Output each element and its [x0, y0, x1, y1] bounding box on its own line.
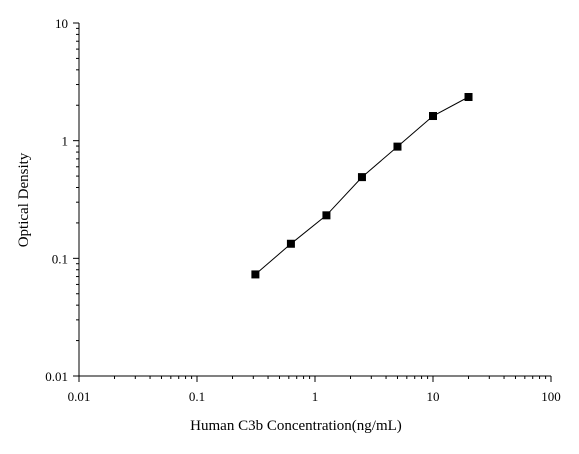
y-tick-label: 0.1 [52, 251, 68, 266]
x-tick-label: 100 [541, 389, 561, 404]
y-tick-label: 1 [62, 134, 69, 149]
x-tick-label: 0.01 [68, 389, 91, 404]
data-point [322, 211, 331, 220]
x-axis-title: Human C3b Concentration(ng/mL) [190, 418, 402, 434]
x-tick-label: 10 [427, 389, 440, 404]
data-point [464, 93, 473, 102]
y-tick-label: 0.01 [45, 369, 68, 384]
series-line [255, 96, 469, 275]
x-tick-label: 1 [312, 389, 319, 404]
data-point [357, 173, 366, 182]
data-points [251, 93, 473, 279]
axes [78, 23, 551, 377]
y-tick-label: 10 [55, 16, 68, 31]
data-point [393, 142, 402, 151]
data-point [286, 239, 295, 248]
ticks [73, 22, 552, 382]
x-tick-label: 0.1 [189, 389, 205, 404]
data-point [429, 112, 437, 121]
tick-labels: 0.01 0.1 1 10 100 0.01 0.1 1 10 [45, 16, 561, 404]
y-axis-title: Optical Density [16, 152, 32, 247]
data-point [251, 270, 260, 279]
